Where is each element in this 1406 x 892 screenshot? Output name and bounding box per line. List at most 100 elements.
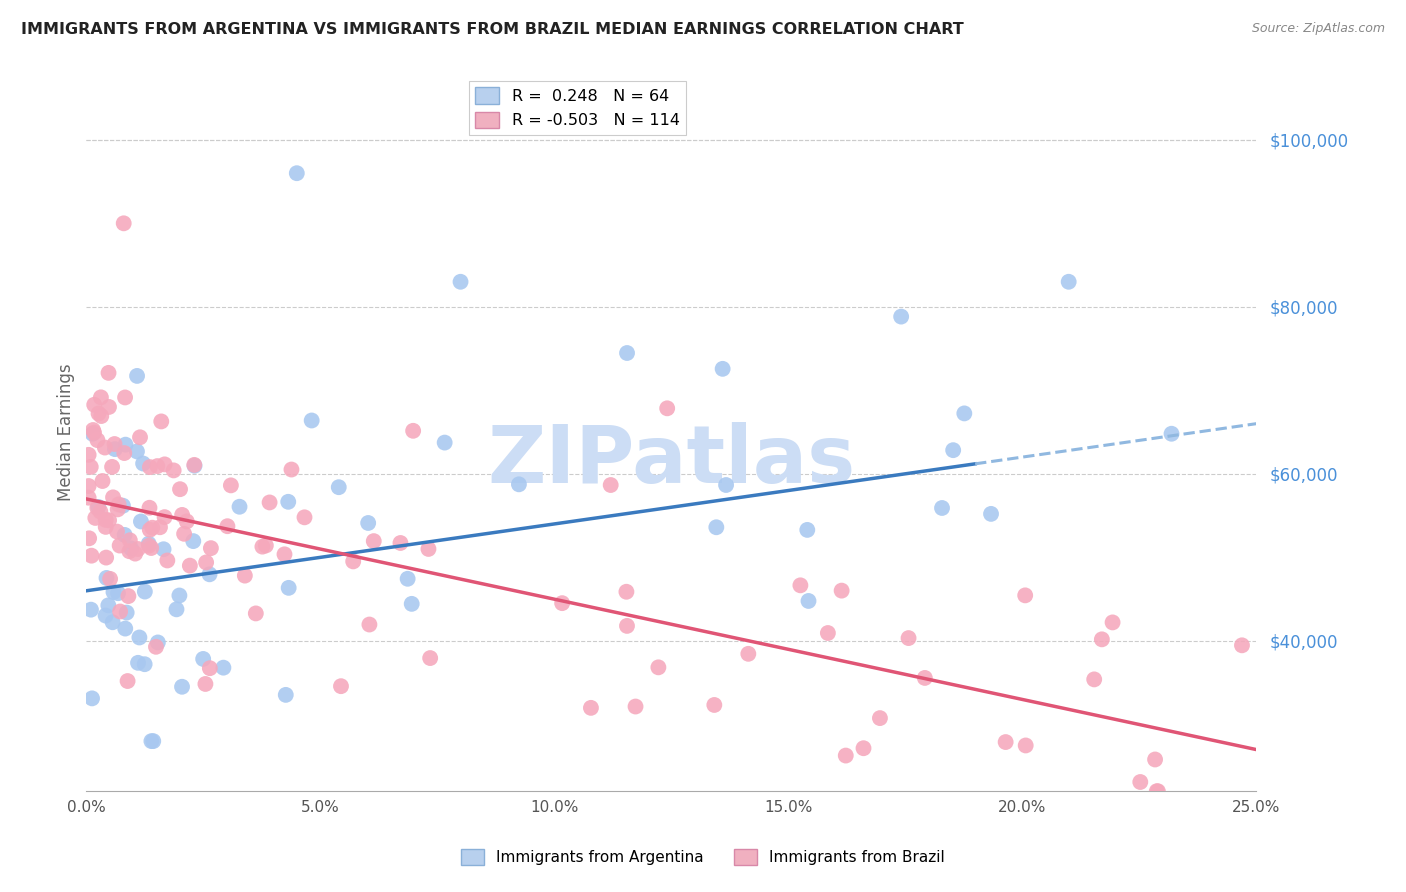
Point bbox=[118, 544, 141, 558]
Text: IMMIGRANTS FROM ARGENTINA VS IMMIGRANTS FROM BRAZIL MEDIAN EARNINGS CORRELATION : IMMIGRANTS FROM ARGENTINA VS IMMIGRANTS … bbox=[21, 22, 965, 37]
Point bbox=[274, 688, 297, 702]
Point bbox=[101, 491, 124, 505]
Point bbox=[94, 608, 117, 623]
Point bbox=[141, 521, 163, 535]
Point bbox=[111, 499, 134, 513]
Point bbox=[357, 516, 380, 530]
Point bbox=[138, 537, 160, 551]
Point bbox=[125, 368, 148, 383]
Point bbox=[86, 500, 108, 515]
Point bbox=[114, 528, 136, 542]
Point bbox=[146, 459, 169, 474]
Point bbox=[1230, 638, 1253, 652]
Point bbox=[150, 414, 173, 428]
Point bbox=[198, 567, 221, 582]
Point bbox=[141, 541, 163, 555]
Point bbox=[98, 572, 121, 586]
Point bbox=[616, 619, 638, 633]
Point bbox=[114, 622, 136, 636]
Point bbox=[737, 647, 759, 661]
Point bbox=[84, 511, 107, 525]
Point bbox=[94, 441, 117, 455]
Point bbox=[254, 539, 277, 553]
Point bbox=[450, 275, 472, 289]
Point bbox=[179, 558, 201, 573]
Point bbox=[942, 443, 965, 458]
Point bbox=[219, 478, 242, 492]
Point bbox=[82, 426, 104, 441]
Point bbox=[108, 539, 131, 553]
Point bbox=[83, 398, 105, 412]
Point bbox=[127, 656, 149, 670]
Point bbox=[259, 495, 281, 509]
Point bbox=[112, 216, 135, 230]
Point bbox=[217, 519, 239, 533]
Point bbox=[301, 413, 323, 427]
Point bbox=[953, 406, 976, 420]
Point bbox=[198, 661, 221, 675]
Point bbox=[181, 534, 204, 549]
Point bbox=[90, 390, 112, 404]
Point bbox=[624, 699, 647, 714]
Point bbox=[897, 631, 920, 645]
Point bbox=[396, 572, 419, 586]
Point bbox=[994, 735, 1017, 749]
Point bbox=[389, 536, 412, 550]
Point bbox=[139, 460, 162, 475]
Point bbox=[94, 520, 117, 534]
Point bbox=[191, 652, 214, 666]
Point bbox=[115, 606, 138, 620]
Point bbox=[169, 482, 191, 496]
Point bbox=[141, 734, 163, 748]
Point bbox=[134, 657, 156, 672]
Point bbox=[200, 541, 222, 556]
Point bbox=[129, 515, 152, 529]
Point bbox=[711, 361, 734, 376]
Point bbox=[1091, 632, 1114, 647]
Point bbox=[273, 547, 295, 561]
Point bbox=[128, 631, 150, 645]
Point bbox=[931, 500, 953, 515]
Point bbox=[363, 534, 385, 549]
Point bbox=[83, 425, 105, 440]
Point bbox=[657, 401, 679, 416]
Point bbox=[914, 671, 936, 685]
Point bbox=[616, 584, 638, 599]
Point bbox=[163, 463, 186, 477]
Point bbox=[835, 748, 858, 763]
Point bbox=[87, 500, 110, 514]
Point bbox=[183, 458, 205, 473]
Point bbox=[118, 533, 141, 548]
Point bbox=[96, 571, 118, 585]
Point bbox=[129, 430, 152, 444]
Point bbox=[233, 568, 256, 582]
Point bbox=[77, 448, 100, 462]
Point bbox=[419, 651, 441, 665]
Point bbox=[142, 734, 165, 748]
Point bbox=[87, 407, 110, 421]
Point bbox=[107, 497, 129, 511]
Point bbox=[1083, 673, 1105, 687]
Point bbox=[294, 510, 316, 524]
Point bbox=[172, 508, 194, 522]
Point bbox=[98, 513, 121, 527]
Point bbox=[277, 581, 299, 595]
Point bbox=[418, 541, 440, 556]
Point bbox=[1147, 784, 1170, 798]
Point bbox=[433, 435, 456, 450]
Point bbox=[127, 541, 149, 556]
Point bbox=[401, 597, 423, 611]
Point bbox=[183, 458, 205, 472]
Point bbox=[98, 400, 121, 414]
Point bbox=[77, 531, 100, 545]
Point bbox=[103, 437, 125, 451]
Point bbox=[647, 660, 669, 674]
Point bbox=[194, 677, 217, 691]
Point bbox=[125, 444, 148, 458]
Point bbox=[132, 457, 155, 471]
Point bbox=[228, 500, 250, 514]
Point bbox=[277, 495, 299, 509]
Point bbox=[103, 585, 125, 599]
Point bbox=[117, 589, 139, 603]
Text: ZIPatlas: ZIPatlas bbox=[486, 422, 855, 500]
